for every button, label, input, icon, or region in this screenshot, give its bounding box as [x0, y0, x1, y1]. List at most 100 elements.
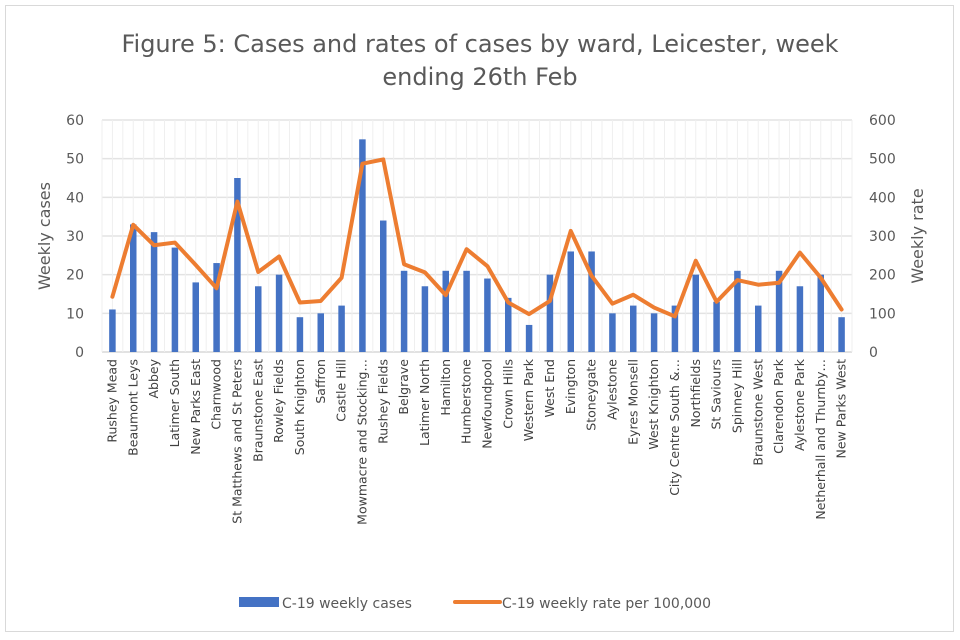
- category-label: South Knighton: [292, 359, 307, 455]
- bar-cases: [442, 270, 449, 352]
- y2-tick-label: 0: [869, 345, 878, 361]
- bar-series: [109, 139, 845, 352]
- y-axis-label: Weekly cases: [35, 182, 54, 290]
- bar-cases: [380, 220, 387, 352]
- category-label: Latimer North: [417, 359, 432, 446]
- category-label: Belgrave: [396, 359, 411, 415]
- y-tick-label: 20: [66, 268, 84, 284]
- category-label: Humberstone: [459, 359, 474, 444]
- category-label: West Knighton: [646, 359, 661, 450]
- y2-tick-label: 400: [869, 190, 896, 206]
- y2-tick-label: 600: [869, 113, 896, 129]
- bar-cases: [130, 224, 137, 352]
- category-label: Newfoundpool: [479, 359, 494, 449]
- y-tick-label: 10: [66, 306, 84, 322]
- category-label: City Centre South &…: [667, 359, 682, 496]
- bar-cases: [421, 286, 429, 352]
- category-label: Latimer South: [167, 359, 182, 447]
- bar-cases: [546, 274, 554, 352]
- category-label: Stoneygate: [584, 359, 599, 431]
- category-label: New Parks East: [188, 359, 203, 455]
- category-label: Aylestone: [604, 359, 619, 420]
- bar-cases: [213, 263, 220, 352]
- bar-cases: [650, 313, 658, 352]
- legend: C-19 weekly cases C-19 weekly rate per 1…: [239, 596, 711, 612]
- bar-cases: [317, 313, 324, 352]
- bar-cases: [484, 278, 491, 352]
- y2-tick-label: 100: [869, 306, 896, 322]
- category-label: Braunstone West: [750, 359, 765, 466]
- bar-cases: [838, 317, 845, 352]
- bar-cases: [359, 139, 366, 352]
- category-label: Charnwood: [209, 359, 224, 430]
- category-label: Crown Hills: [500, 359, 515, 429]
- y2-tick-label: 500: [869, 152, 896, 168]
- category-label: Clarendon Park: [771, 358, 786, 454]
- category-label: Braunstone East: [250, 359, 265, 462]
- y-tick-label: 30: [66, 229, 84, 245]
- category-label: Eyres Monsell: [625, 359, 640, 445]
- bar-cases: [567, 251, 574, 352]
- category-label: Abbey: [146, 358, 161, 398]
- category-labels: Rushey Mead Beaumont Leys Abbey Latimer Sou…: [104, 358, 848, 525]
- bar-cases: [671, 305, 679, 352]
- bar-cases: [692, 274, 699, 352]
- bar-cases: [734, 270, 741, 352]
- category-label: Spinney Hill: [729, 359, 744, 433]
- y2-tick-label: 200: [869, 268, 896, 284]
- bar-cases: [775, 270, 783, 352]
- legend-swatch-cases: [239, 597, 279, 607]
- category-label: Rushey Fields: [375, 359, 390, 444]
- category-label: Rowley Fields: [271, 359, 286, 443]
- right-axis-ticks: 0 100 200 300 400 500 600: [869, 113, 896, 361]
- category-label: West End: [542, 359, 557, 417]
- category-label: Western Park: [521, 358, 536, 441]
- category-label: Beaumont Leys: [125, 359, 140, 456]
- y-tick-label: 40: [66, 190, 84, 206]
- bar-cases: [192, 282, 199, 352]
- bar-cases: [234, 178, 241, 352]
- chart-frame: [5, 5, 954, 632]
- y-tick-label: 50: [66, 152, 84, 168]
- category-label: Hamilton: [438, 359, 453, 416]
- y2-axis-label: Weekly rate: [908, 188, 927, 283]
- bar-cases: [755, 305, 762, 352]
- chart-title: Figure 5: Cases and rates of cases by wa…: [121, 30, 838, 91]
- bar-cases: [255, 286, 262, 352]
- line-series: [110, 157, 844, 319]
- bar-cases: [609, 313, 616, 352]
- category-label: Netherhall and Thurnby…: [813, 359, 828, 520]
- bar-cases: [630, 305, 637, 352]
- bar-cases: [171, 247, 179, 352]
- bar-cases: [505, 297, 512, 352]
- category-label: New Parks West: [834, 359, 849, 459]
- category-label: Mowmacre and Stocking…: [354, 359, 369, 525]
- left-axis-ticks: 0 10 20 30 40 50 60: [66, 113, 84, 361]
- bar-cases: [588, 251, 595, 352]
- bar-cases: [463, 270, 470, 352]
- bar-cases: [109, 309, 116, 352]
- bar-cases: [713, 301, 720, 352]
- line-rate: [110, 157, 844, 319]
- bar-cases: [150, 232, 158, 352]
- bar-cases: [400, 270, 408, 352]
- category-label: Saffron: [313, 359, 328, 404]
- bar-cases: [338, 305, 345, 352]
- category-label: Aylestone Park: [792, 358, 807, 451]
- category-label: Castle Hill: [334, 359, 349, 422]
- legend-label-cases: C-19 weekly cases: [282, 596, 412, 612]
- category-label: Northfields: [688, 359, 703, 427]
- y-tick-label: 0: [75, 345, 84, 361]
- category-label: St Matthews and St Peters: [229, 359, 244, 524]
- category-label: Evington: [563, 359, 578, 414]
- y-tick-label: 60: [66, 113, 84, 129]
- y2-tick-label: 300: [869, 229, 896, 245]
- bar-cases: [525, 324, 533, 352]
- bar-cases: [817, 274, 824, 352]
- bar-cases: [796, 286, 804, 352]
- legend-label-rate: C-19 weekly rate per 100,000: [502, 596, 711, 612]
- chart-title-line-2: ending 26th Feb: [382, 63, 577, 91]
- chart-title-line-1: Figure 5: Cases and rates of cases by wa…: [121, 30, 838, 58]
- category-label: Rushey Mead: [104, 359, 119, 443]
